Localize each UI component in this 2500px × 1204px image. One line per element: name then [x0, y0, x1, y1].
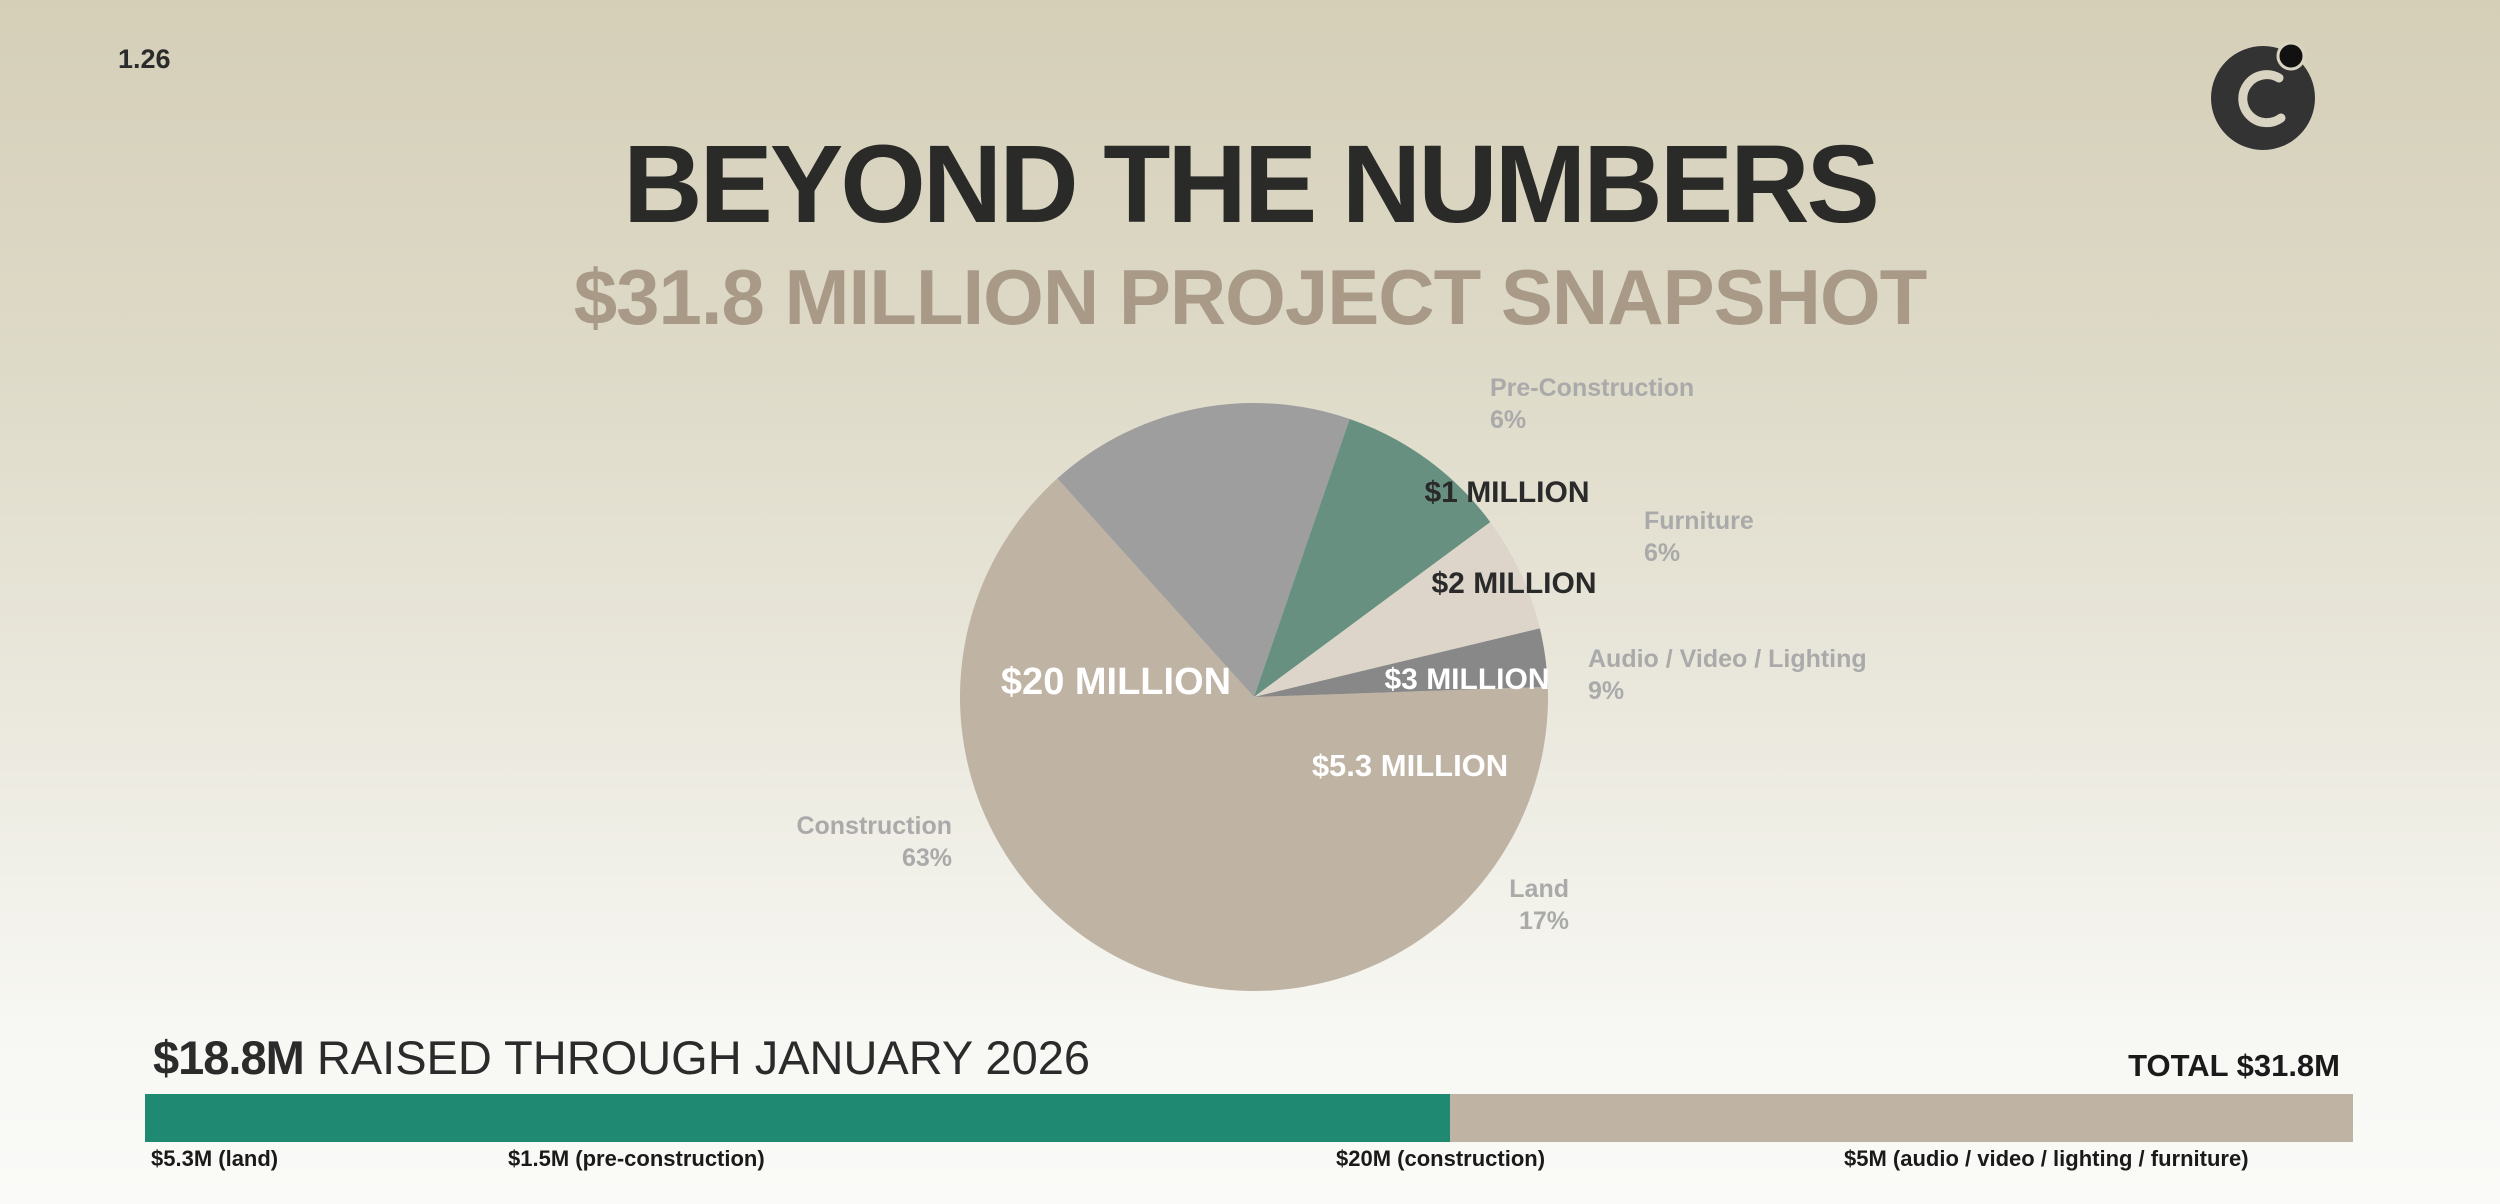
pie-category-name: Furniture	[1644, 507, 1754, 535]
raised-text: RAISED THROUGH JANUARY 2026	[316, 1031, 1090, 1084]
page-number: 1.26	[118, 44, 171, 74]
bar-label-av-furniture: $5M (audio / video / lighting / furnitur…	[1844, 1146, 2249, 1171]
pie-category-percent: 17%	[1519, 907, 1569, 935]
brand-c-logo-icon	[2211, 41, 2315, 150]
pie-category-name: Pre-Construction	[1490, 374, 1694, 402]
pie-category-percent: 9%	[1588, 677, 1624, 705]
pie-category-name: Land	[1509, 875, 1569, 903]
pie-category-label-construction: Construction 63%	[796, 812, 952, 872]
fundraising-progress-bar	[145, 1094, 2353, 1142]
pie-slice-audio-video-lighting	[1254, 419, 1491, 697]
fundraising-progress-fill	[145, 1094, 1451, 1142]
page-title: BEYOND THE NUMBERS	[623, 123, 1880, 246]
raised-amount: $18.8M	[153, 1031, 305, 1084]
page-subtitle: $31.8 MILLION PROJECT SNAPSHOT	[573, 253, 1928, 341]
pie-slice-furniture	[1254, 522, 1540, 697]
bar-label-pre-construction: $1.5M (pre-construction)	[508, 1146, 765, 1171]
pie-slice-pre-construction	[1254, 628, 1548, 697]
pie-slice-land	[1057, 403, 1350, 697]
pie-category-name: Construction	[796, 812, 952, 840]
pie-category-name: Audio / Video / Lighting	[1588, 645, 1867, 673]
pie-category-label-audio-video-lighting: Audio / Video / Lighting 9%	[1588, 645, 1867, 705]
pie-category-label-furniture: Furniture 6%	[1644, 507, 1754, 567]
bar-label-construction: $20M (construction)	[1336, 1146, 1546, 1171]
pie-amount-label-land: $5.3 MILLION	[1312, 748, 1508, 783]
bar-label-land: $5.3M (land)	[151, 1146, 279, 1171]
pie-amount-label-furniture: $2 MILLION	[1431, 567, 1596, 600]
pie-category-percent: 6%	[1644, 539, 1680, 567]
pie-amount-label-construction: $20 MILLION	[1001, 661, 1231, 703]
raised-headline: $18.8M RAISED THROUGH JANUARY 2026	[153, 1030, 1090, 1085]
total-amount: TOTAL $31.8M	[2128, 1048, 2340, 1083]
pie-amount-label-pre-construction: $1 MILLION	[1424, 476, 1589, 509]
pie-category-label-land: Land 17%	[1509, 875, 1569, 935]
pie-category-label-pre-construction: Pre-Construction 6%	[1490, 374, 1694, 434]
pie-amount-label-audio-video-lighting: $3 MILLION	[1384, 663, 1549, 696]
pie-category-percent: 6%	[1490, 406, 1526, 434]
pie-category-percent: 63%	[902, 844, 952, 872]
pie-slice-construction	[960, 478, 1548, 991]
